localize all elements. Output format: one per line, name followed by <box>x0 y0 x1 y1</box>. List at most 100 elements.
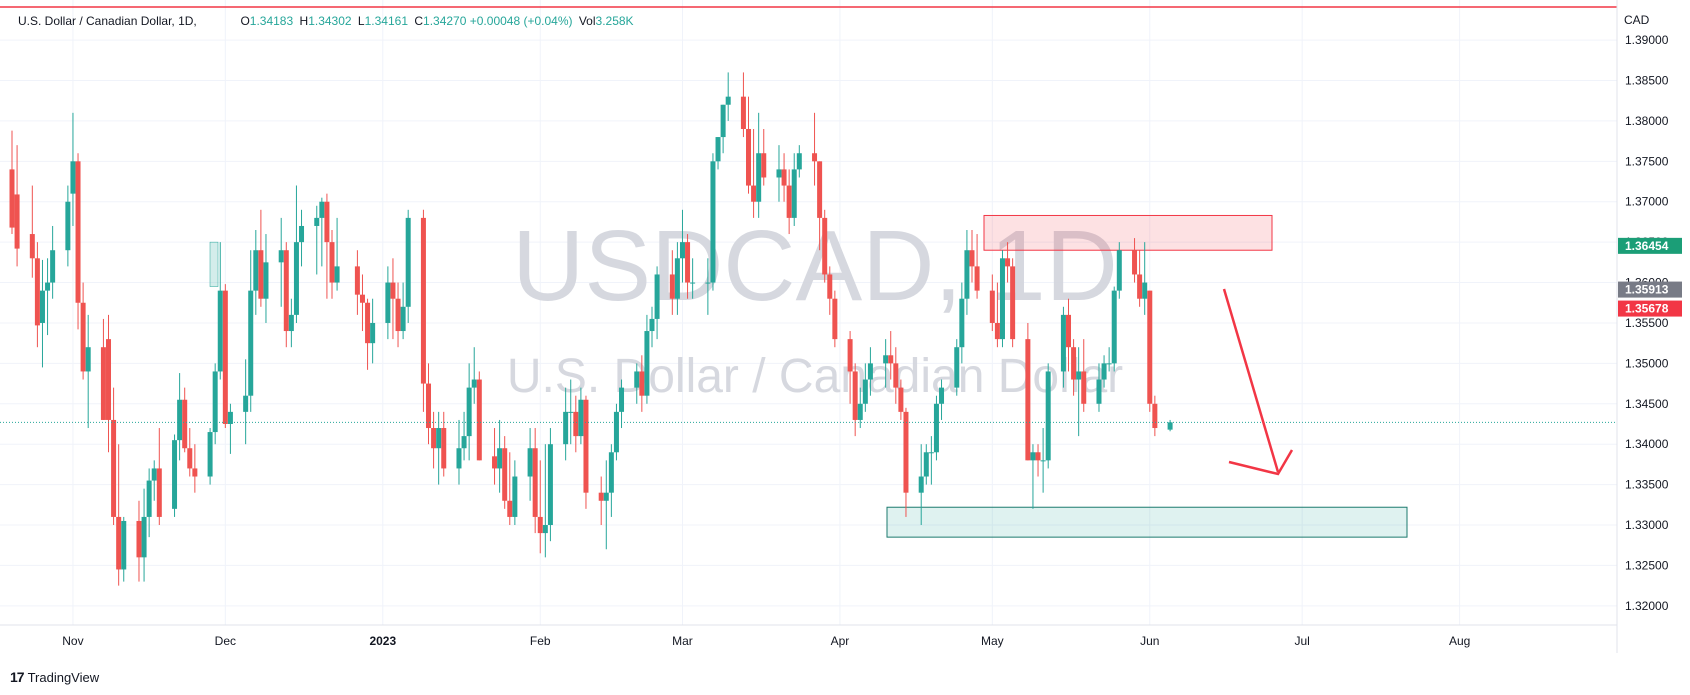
candle <box>583 395 589 509</box>
candle-body <box>751 185 757 202</box>
candle <box>999 250 1005 348</box>
candle-body <box>100 347 106 420</box>
candle <box>1096 363 1102 412</box>
candle-body <box>791 169 797 218</box>
candle <box>1111 286 1117 372</box>
candle <box>974 234 980 299</box>
candles[interactable] <box>9 72 1173 586</box>
candle-body <box>34 258 40 326</box>
tradingview-logo[interactable]: 17 TradingView <box>10 669 99 685</box>
down-arrow-drawing[interactable] <box>1222 288 1294 476</box>
candle-body <box>1152 403 1158 429</box>
candle <box>649 306 655 348</box>
candle-body <box>116 516 122 570</box>
candle-body <box>1060 314 1066 372</box>
candle <box>537 460 543 554</box>
candle-body <box>492 456 498 469</box>
candle-body <box>537 516 543 534</box>
candle-body <box>796 153 802 170</box>
candle <box>796 145 802 178</box>
candle <box>547 428 553 542</box>
candle-body <box>710 161 716 283</box>
candle <box>1045 363 1051 469</box>
candle <box>603 460 609 550</box>
candle-body <box>29 234 35 259</box>
candle <box>136 500 142 582</box>
candle-body <box>857 403 863 420</box>
candle <box>497 419 503 493</box>
time-tick-label: Mar <box>672 634 693 648</box>
candle <box>776 145 782 202</box>
candle <box>1040 428 1046 493</box>
candle-body <box>85 347 91 372</box>
candle <box>715 137 721 170</box>
candle <box>507 452 513 526</box>
time-tick-label: Feb <box>530 634 551 648</box>
candle-body <box>182 399 188 449</box>
candle-body <box>390 282 396 299</box>
candle-body <box>471 379 477 388</box>
candle <box>654 266 660 340</box>
candle <box>1142 242 1148 315</box>
candle <box>436 411 442 485</box>
time-tick-label: Apr <box>831 634 850 648</box>
candle <box>116 444 122 586</box>
candle <box>222 284 228 429</box>
candle-body <box>1111 290 1117 364</box>
candle-body <box>527 448 533 477</box>
candle-body <box>852 371 858 420</box>
candle-body <box>923 452 929 477</box>
candle <box>883 339 889 388</box>
candle-body <box>822 217 828 275</box>
candle-body <box>512 476 518 517</box>
candle <box>578 387 584 445</box>
candle <box>933 395 939 461</box>
candle <box>1132 238 1138 283</box>
candle-body <box>187 448 193 469</box>
candle-body <box>1167 422 1173 430</box>
candle-body <box>212 371 218 433</box>
candle <box>679 209 685 283</box>
candle-body <box>547 444 553 526</box>
candle <box>918 444 924 526</box>
candle-body <box>319 201 325 218</box>
candle <box>847 331 853 404</box>
candle-body <box>283 250 289 332</box>
candle-body <box>461 436 467 449</box>
candle-body <box>705 282 711 284</box>
price-tick-label: 1.35500 <box>1625 316 1669 330</box>
candle <box>420 209 426 412</box>
candle <box>70 112 76 226</box>
time-tick-label: Dec <box>215 634 236 648</box>
resistance-zone <box>983 214 1273 251</box>
candle-body <box>939 387 945 404</box>
candle-body <box>456 448 462 469</box>
price-badge-label: 1.36454 <box>1625 239 1669 253</box>
candle <box>385 266 391 340</box>
time-tick-label: 2023 <box>369 634 396 648</box>
candle-body <box>999 258 1005 340</box>
candle <box>761 128 767 186</box>
candle-body <box>578 399 584 437</box>
candle-body <box>674 258 680 299</box>
candle-body <box>756 153 762 202</box>
candle-body <box>1045 371 1051 461</box>
candle-body <box>1096 379 1102 404</box>
candle-body <box>654 274 660 319</box>
candle-body <box>954 347 960 388</box>
candle <box>817 161 823 251</box>
candle-body <box>1076 371 1082 380</box>
price-tick-label: 1.34000 <box>1625 437 1669 451</box>
candle <box>928 436 934 485</box>
candle <box>852 363 858 437</box>
candle-body <box>329 242 335 283</box>
candle-body <box>177 399 183 441</box>
candle <box>39 259 45 368</box>
candle <box>959 282 965 364</box>
candle-body <box>740 96 746 129</box>
candle <box>207 428 213 485</box>
candle <box>827 266 833 315</box>
candle <box>639 355 645 412</box>
candle <box>258 209 264 307</box>
